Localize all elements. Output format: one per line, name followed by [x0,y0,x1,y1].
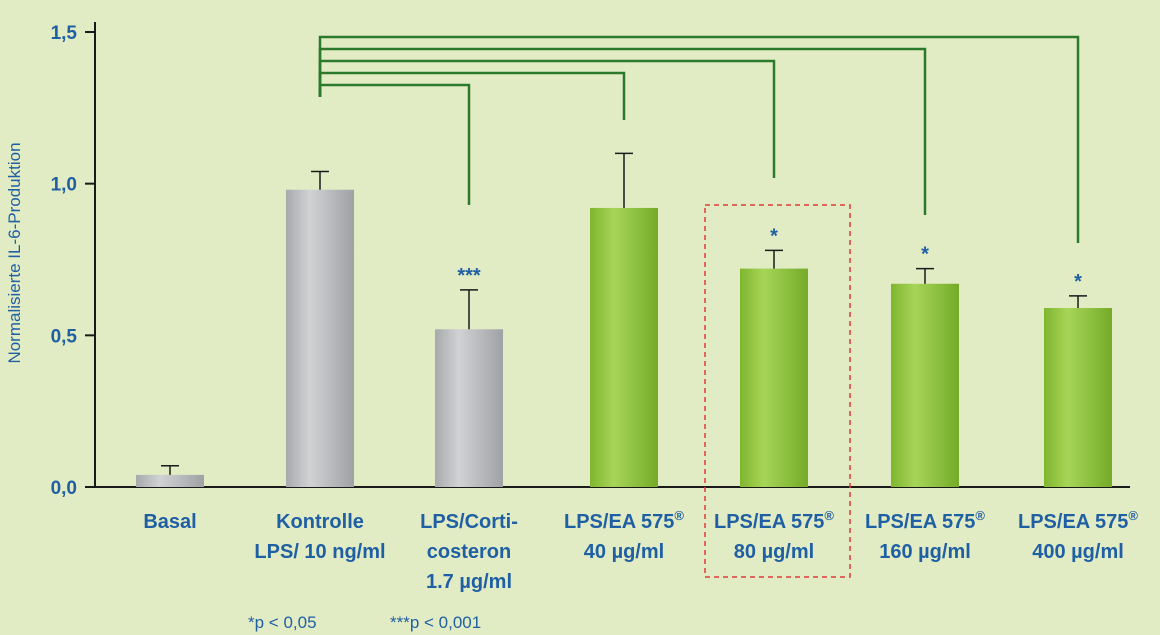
bar [891,283,959,487]
x-tick-label: LPS/Corti- [420,511,518,533]
y-tick-label: 1,0 [51,175,77,196]
x-tick-labels: Basal Kontrolle LPS/ 10 ng/ml LPS/Corti-cos… [143,508,1138,593]
comparison-bracket [318,71,626,120]
x-tick-label: costeron [427,541,511,563]
y-axis-label: Normalisierte IL-6-Produktion [5,142,24,363]
x-tick-label: Basal [143,511,196,533]
bar [1044,308,1112,487]
y-tick-label: 0,0 [51,478,77,499]
bar [435,329,503,487]
bars: ****** [136,152,1112,487]
significance-label: * [921,244,929,266]
x-tick-label: LPS/EA 575® [865,508,985,533]
x-tick-label: LPS/EA 575® [1018,508,1138,533]
significance-label: *** [457,265,481,287]
x-tick-label: LPS/EA 575® [714,508,834,533]
bar [136,474,204,487]
x-tick-label: 1.7 µg/ml [426,571,512,593]
y-ticks: 0,0 0,5 1,0 1,5 [51,23,95,499]
x-tick-label: 160 µg/ml [879,541,971,563]
significance-label: * [1074,271,1082,293]
footnote-p0001: ***p < 0,001 [390,613,481,632]
footnote-p005: *p < 0,05 [248,613,317,632]
x-tick-label: LPS/ 10 ng/ml [254,541,385,563]
highlight-box [704,204,851,578]
x-tick-label: LPS/EA 575® [564,508,684,533]
bar [286,189,354,487]
significance-label: * [770,225,778,247]
x-tick-label: Kontrolle [276,511,364,533]
x-tick-label: 400 µg/ml [1032,541,1124,563]
x-tick-label: 80 µg/ml [734,541,814,563]
comparison-bracket [318,83,471,205]
comparison-bracket [318,35,1080,243]
y-tick-label: 1,5 [51,23,78,44]
y-tick-label: 0,5 [51,326,78,347]
comparison-bracket [318,59,776,178]
bar [740,268,808,487]
x-tick-label: 40 µg/ml [584,541,664,563]
bar [590,207,658,487]
comparison-brackets [318,35,1080,243]
